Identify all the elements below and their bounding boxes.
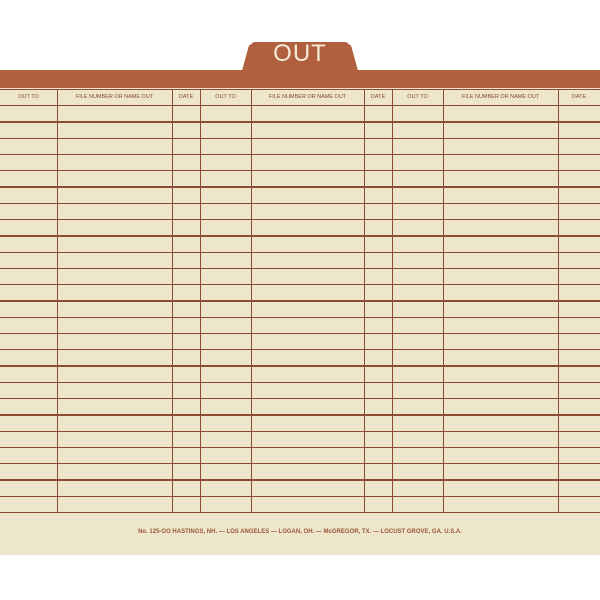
row-rule (0, 267, 600, 270)
row-rule (0, 218, 600, 221)
row-rule (0, 170, 600, 172)
row-rule (0, 316, 600, 318)
tab-label: OUT (273, 40, 327, 67)
row-rule (0, 365, 600, 367)
row-rule (0, 414, 600, 416)
row-rule (0, 398, 600, 400)
row-rule (0, 284, 600, 286)
row-rule (0, 349, 600, 351)
row-rule (0, 121, 600, 123)
column-header: OUT TO (407, 94, 428, 100)
column-header: FILE NUMBER OR NAME OUT (75, 94, 154, 100)
row-rule (0, 300, 600, 302)
row-rule (0, 153, 600, 156)
row-rule (0, 235, 600, 237)
row-rule (0, 463, 600, 465)
column-header: DATE (370, 94, 386, 100)
row-rule (0, 479, 600, 481)
header-rule (0, 105, 600, 107)
row-rule (0, 137, 600, 139)
row-rule (0, 446, 600, 449)
row-rule (0, 186, 600, 188)
row-rule (0, 512, 600, 514)
footer-text: No. 125-OO HASTINGS, NH. — LOS ANGELES —… (138, 529, 462, 535)
row-rule (0, 381, 600, 384)
top-band (0, 70, 600, 88)
column-header: FILE NUMBER OR NAME OUT (461, 94, 540, 100)
out-tab (241, 42, 359, 74)
column-header: OUT TO (18, 94, 39, 100)
row-rule (0, 430, 600, 432)
row-rule (0, 202, 600, 204)
header-rule (0, 89, 600, 91)
column-header: FILE NUMBER OR NAME OUT (268, 94, 347, 100)
out-guide-card (0, 70, 600, 555)
row-rule (0, 332, 600, 335)
column-header: OUT TO (215, 94, 236, 100)
row-rule (0, 251, 600, 253)
column-header: DATE (571, 94, 587, 100)
row-rule (0, 495, 600, 498)
column-header: DATE (178, 94, 194, 100)
